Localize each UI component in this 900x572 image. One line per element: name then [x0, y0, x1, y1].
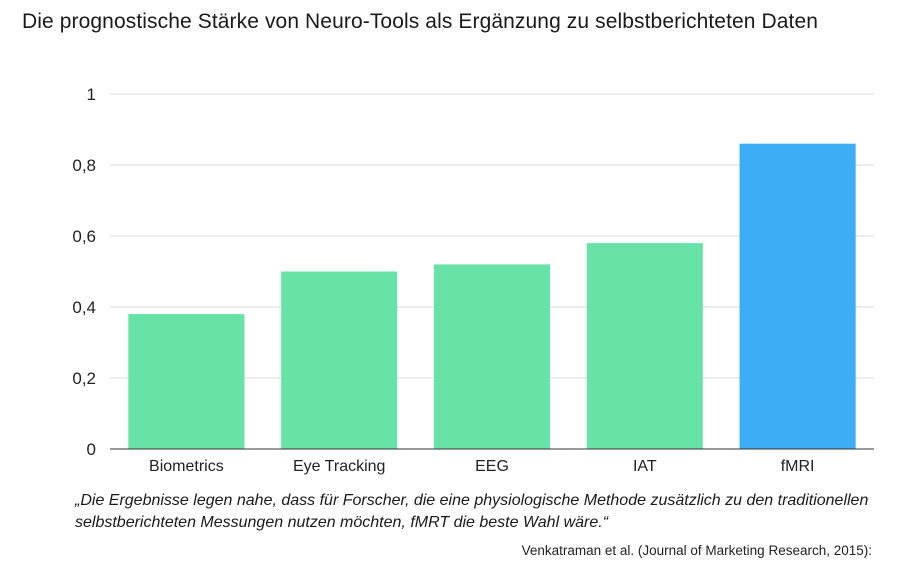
source-citation: Venkatraman et al. (Journal of Marketing…: [521, 543, 872, 558]
quote-text: „Die Ergebnisse legen nahe, dass für For…: [75, 492, 869, 531]
y-axis-tick-labels: 0 0,2 0,4 0,6 0,8 1: [72, 85, 96, 459]
chart-title: Die prognostische Stärke von Neuro-Tools…: [22, 10, 819, 33]
y-tick-label: 1: [87, 85, 96, 104]
y-tick-label: 0,4: [72, 298, 96, 317]
y-tick-label: 0,8: [72, 156, 96, 175]
bar-eye-tracking: [281, 271, 398, 449]
y-tick-label: 0: [87, 440, 96, 459]
x-category-label: Eye Tracking: [293, 458, 385, 475]
bar-biometrics: [128, 314, 245, 449]
y-tick-label: 0,6: [72, 227, 96, 246]
y-tick-label: 0,2: [72, 369, 96, 388]
x-axis-category-labels: Biometrics Eye Tracking EEG IAT fMRI: [149, 458, 814, 475]
x-category-label: IAT: [633, 458, 657, 475]
x-category-label: Biometrics: [149, 458, 224, 475]
bar-fmri: [739, 143, 856, 449]
x-category-label: fMRI: [781, 458, 815, 475]
bar-iat: [586, 243, 703, 449]
x-category-label: EEG: [475, 458, 509, 475]
bar-eeg: [433, 264, 551, 449]
bars: [128, 143, 856, 449]
